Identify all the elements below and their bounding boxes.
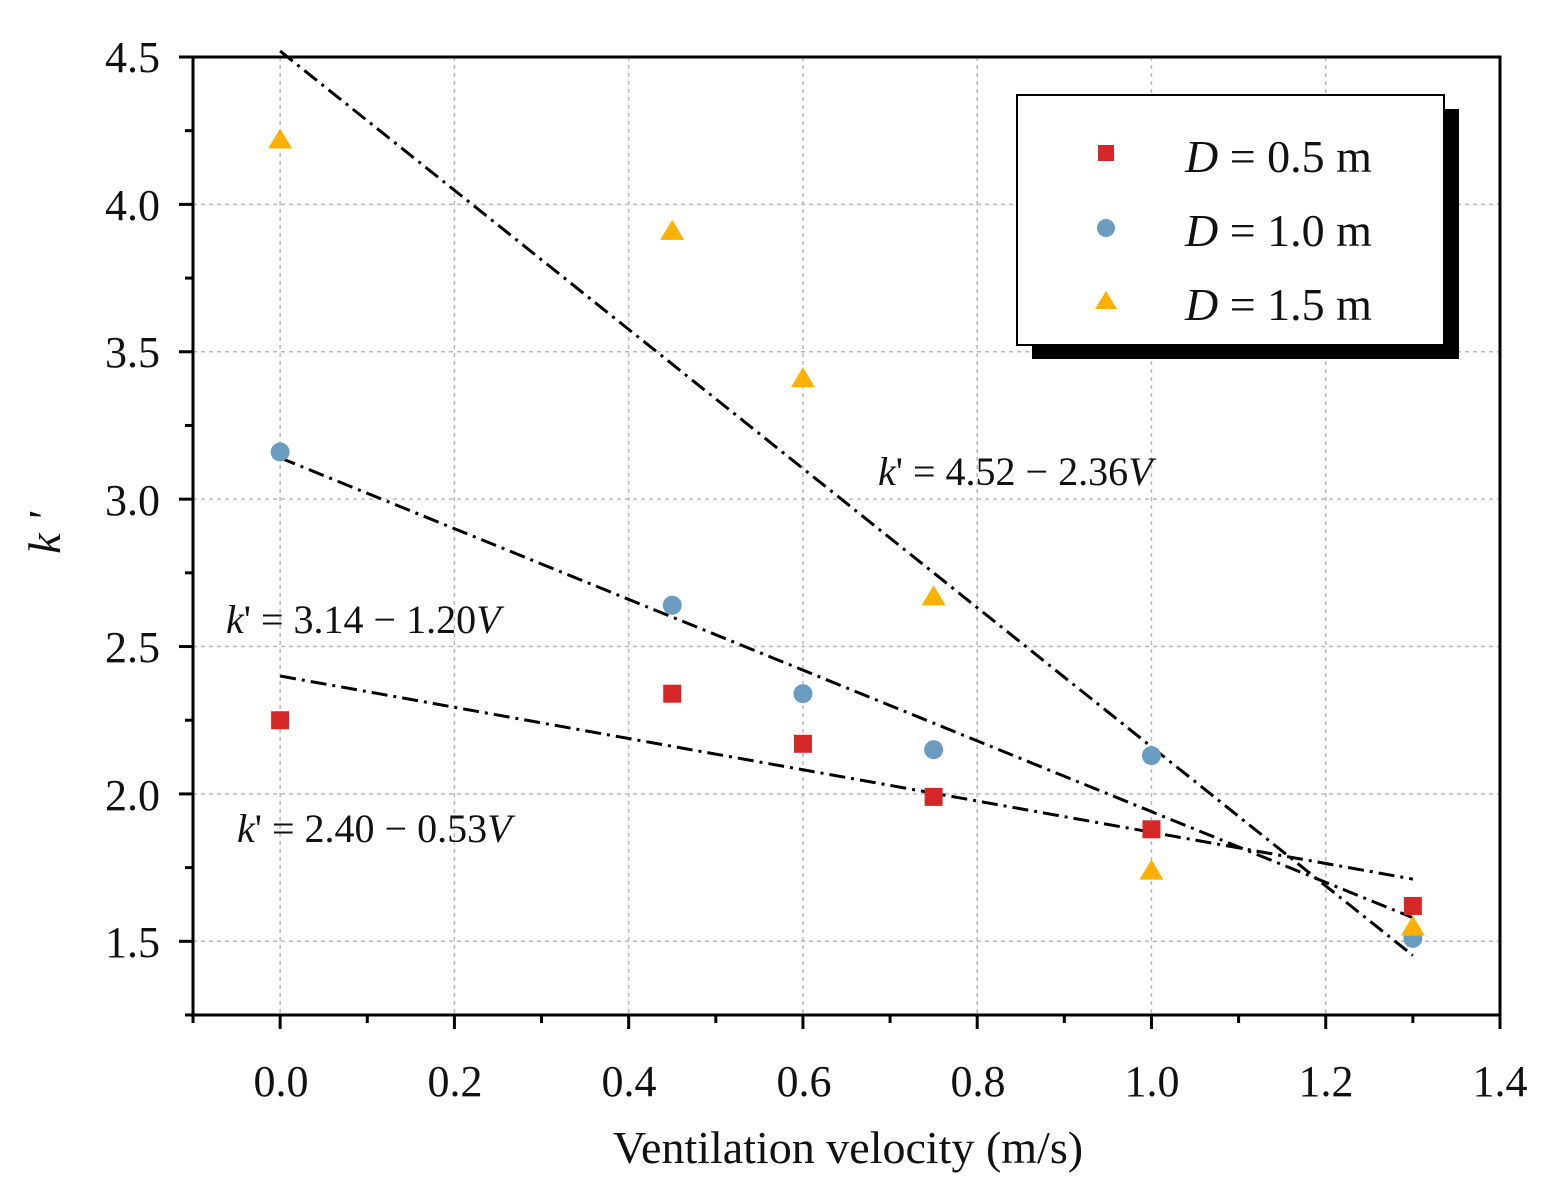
data-point-triangle	[660, 219, 685, 240]
y-tick-label: 4.0	[105, 181, 160, 230]
x-tick-labels: 0.0 0.2 0.4 0.6 0.8 1.0 1.2 1.4	[254, 1057, 1528, 1106]
legend-entry-d15: D = 1.5 m	[1184, 279, 1372, 330]
y-tick-label: 2.0	[105, 771, 160, 820]
y-axis-title: k '	[19, 511, 70, 554]
data-point-square	[271, 711, 290, 730]
data-point-circle	[793, 684, 813, 704]
fit-equation-v: V	[1128, 449, 1157, 494]
data-point-triangle	[1139, 859, 1164, 880]
x-tick-label: 1.4	[1473, 1057, 1528, 1106]
data-point-square	[663, 684, 682, 703]
legend-var: D	[1184, 131, 1218, 182]
legend-entry-d10: D = 1.0 m	[1184, 205, 1372, 256]
data-point-square	[1403, 896, 1422, 915]
y-tick-labels: 1.5 2.0 2.5 3.0 3.5 4.0 4.5	[105, 33, 160, 967]
legend: D = 0.5 m D = 1.0 m D = 1.5 m	[1016, 94, 1459, 359]
fit-equation-v: V	[487, 806, 516, 851]
x-tick-label: 0.2	[428, 1057, 483, 1106]
data-points	[268, 128, 1425, 948]
data-point-triangle	[790, 367, 815, 388]
legend-box	[1016, 94, 1445, 346]
y-tick-label: 3.5	[105, 328, 160, 377]
fit-equation-body: ' = 2.40 − 0.53	[255, 806, 487, 851]
legend-var: D	[1184, 205, 1218, 256]
fit-equation-var: k	[237, 806, 256, 851]
fit-line-d15	[279, 49, 1414, 957]
fit-equation-body: ' = 4.52 − 2.36	[896, 449, 1128, 494]
data-point-square	[924, 787, 943, 806]
x-tick-label: 1.0	[1125, 1057, 1180, 1106]
legend-var: D	[1184, 279, 1218, 330]
legend-value: = 0.5 m	[1230, 131, 1372, 182]
x-tick-label: 0.4	[602, 1057, 657, 1106]
data-point-triangle	[921, 585, 946, 606]
data-point-triangle	[1400, 915, 1425, 936]
x-axis-title: Ventilation velocity (m/s)	[613, 1122, 1083, 1173]
fit-lines	[279, 49, 1414, 957]
x-tick-label: 0.8	[951, 1057, 1006, 1106]
data-point-circle	[662, 595, 682, 615]
legend-marker-circle	[1097, 219, 1115, 237]
legend-value: = 1.0 m	[1230, 205, 1372, 256]
fit-line-d05	[279, 674, 1414, 881]
fit-line-d10	[279, 456, 1414, 920]
y-tick-label: 2.5	[105, 623, 160, 672]
y-tick-label: 1.5	[105, 918, 160, 967]
data-point-circle	[1141, 746, 1161, 766]
data-point-square	[793, 734, 812, 753]
fit-equation-v: V	[476, 597, 505, 642]
y-tick-label: 4.5	[105, 33, 160, 82]
axis-ticks	[179, 55, 1502, 1029]
data-point-circle	[924, 740, 944, 760]
fit-equation-d15: k' = 4.52 − 2.36V	[878, 449, 1157, 494]
fit-equation-d05: k' = 2.40 − 0.53V	[237, 806, 516, 851]
legend-entry-d05: D = 0.5 m	[1184, 131, 1372, 182]
fit-equation-var: k	[226, 597, 245, 642]
y-tick-label: 3.0	[105, 476, 160, 525]
x-tick-label: 1.2	[1299, 1057, 1354, 1106]
fit-equation-body: ' = 3.14 − 1.20	[244, 597, 476, 642]
x-tick-label: 0.0	[254, 1057, 309, 1106]
legend-marker-triangle	[1095, 291, 1117, 309]
data-point-square	[1142, 820, 1161, 839]
legend-value: = 1.5 m	[1230, 279, 1372, 330]
legend-marker-square	[1098, 145, 1114, 161]
fit-equation-d10: k' = 3.14 − 1.20V	[226, 597, 505, 642]
data-point-triangle	[268, 128, 293, 149]
x-tick-label: 0.6	[777, 1057, 832, 1106]
plot-frame	[191, 55, 1502, 1017]
data-point-circle	[270, 442, 290, 462]
fit-equation-var: k	[878, 449, 897, 494]
